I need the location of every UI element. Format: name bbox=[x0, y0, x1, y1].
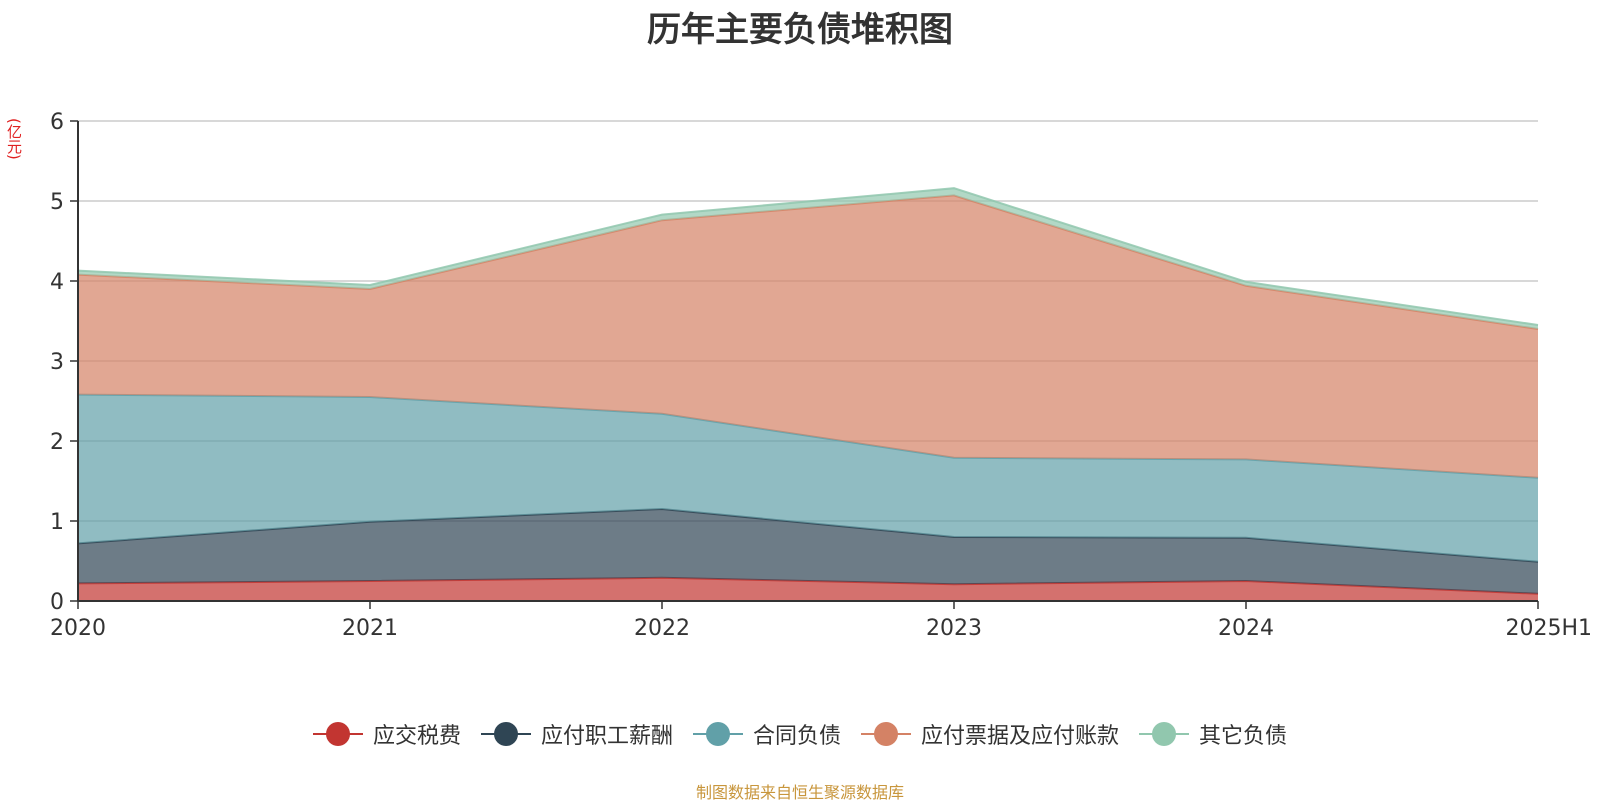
legend-item-1[interactable]: 应付职工薪酬 bbox=[480, 718, 673, 750]
y-tick-label: 2 bbox=[50, 430, 64, 455]
legend-item-4[interactable]: 其它负债 bbox=[1139, 718, 1287, 750]
legend-marker-icon bbox=[1139, 722, 1190, 746]
y-tick-label: 0 bbox=[50, 590, 64, 615]
y-tick-label: 4 bbox=[50, 270, 64, 295]
line-series-3 bbox=[77, 194, 1539, 330]
legend-marker-icon bbox=[692, 722, 743, 746]
legend-label: 应付职工薪酬 bbox=[540, 724, 673, 749]
legend-marker-icon bbox=[312, 722, 363, 746]
line-series-4 bbox=[77, 187, 1539, 326]
chart-title: 历年主要负债堆积图 bbox=[647, 10, 953, 50]
data-source-note: 制图数据来自恒生聚源数据库 bbox=[695, 783, 904, 800]
y-tick-label: 5 bbox=[50, 190, 64, 215]
area-series-1 bbox=[78, 509, 1538, 594]
x-tick-label: 2022 bbox=[634, 616, 690, 641]
area-series-2 bbox=[78, 394, 1538, 562]
x-tick-label: 2021 bbox=[342, 616, 398, 641]
legend-label: 合同负债 bbox=[752, 724, 841, 749]
x-tick-label: 2025H1 bbox=[1505, 616, 1592, 641]
legend-label: 应付票据及应付账款 bbox=[921, 724, 1120, 749]
legend-label: 其它负债 bbox=[1199, 724, 1288, 749]
x-tick-label: 2020 bbox=[50, 616, 106, 641]
y-tick-label: 3 bbox=[50, 350, 64, 375]
chart-legend: 应交税费 应付职工薪酬 合同负债 应付票据及应付账款 其它负债 bbox=[0, 718, 1600, 750]
legend-label: 应交税费 bbox=[372, 724, 461, 749]
legend-item-0[interactable]: 应交税费 bbox=[312, 718, 461, 750]
y-axis-unit-label: (亿元) bbox=[5, 118, 23, 160]
x-tick-label: 2024 bbox=[1218, 616, 1274, 641]
x-tick-label: 2023 bbox=[926, 616, 982, 641]
y-tick-label: 6 bbox=[50, 110, 64, 135]
legend-marker-icon bbox=[480, 722, 531, 746]
area-series-3 bbox=[78, 195, 1538, 478]
area-series-0 bbox=[78, 577, 1538, 601]
legend-item-2[interactable]: 合同负债 bbox=[692, 718, 841, 750]
legend-marker-icon bbox=[861, 722, 911, 746]
legend-item-3[interactable]: 应付票据及应付账款 bbox=[861, 718, 1119, 750]
y-tick-label: 1 bbox=[50, 510, 64, 535]
